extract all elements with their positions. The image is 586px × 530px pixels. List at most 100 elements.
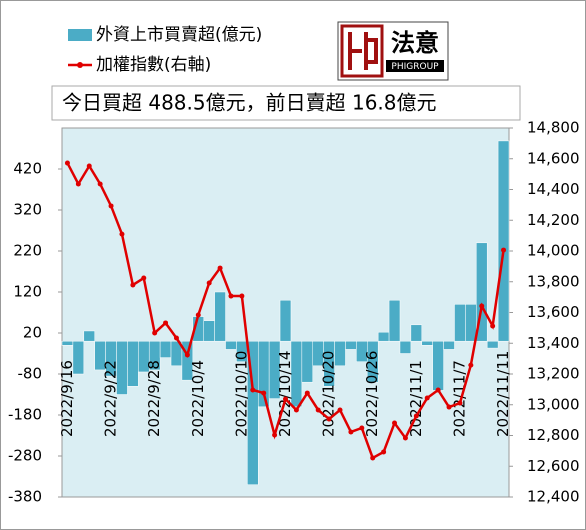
line-marker (479, 303, 485, 309)
line-marker (490, 323, 496, 329)
x-tick-label: 2022/10/26 (363, 351, 381, 437)
y2-tick-label: 13,200 (527, 365, 580, 383)
bar (61, 340, 74, 346)
bar (225, 340, 237, 350)
line-marker (250, 387, 256, 393)
y2-tick-label: 14,000 (527, 242, 580, 260)
bar (476, 242, 488, 342)
line-marker (108, 203, 114, 209)
y-tick-label: 220 (13, 242, 42, 260)
legend-label: 外資上市買賣超(億元) (96, 25, 262, 45)
bar (83, 330, 95, 342)
y2-tick-label: 12,800 (527, 426, 580, 444)
line-marker (359, 425, 365, 431)
bar (497, 140, 510, 342)
y-tick-label: 420 (13, 160, 42, 178)
bar (334, 340, 346, 367)
legend-swatch (68, 29, 92, 41)
line-marker (381, 449, 387, 455)
line-marker (501, 247, 507, 253)
line-marker (152, 330, 158, 336)
bar (159, 340, 172, 358)
bar (345, 340, 357, 350)
legend-marker (77, 62, 83, 68)
line-marker (293, 407, 299, 413)
line-marker (184, 352, 190, 358)
bar (367, 340, 379, 383)
y2-tick-label: 14,800 (527, 119, 580, 137)
line-marker (141, 275, 147, 281)
bar (203, 320, 215, 342)
line-marker (228, 293, 234, 299)
line-marker (348, 429, 354, 435)
legend-label: 加權指數(右軸) (96, 55, 211, 75)
line-marker (392, 420, 398, 426)
bar (279, 299, 292, 342)
y2-tick-label: 12,400 (527, 488, 580, 506)
x-tick-label: 2022/11/1 (407, 360, 425, 437)
line-marker (97, 181, 103, 187)
x-tick-label: 2022/9/16 (58, 360, 76, 437)
y2-tick-label: 13,000 (527, 395, 580, 413)
x-tick-label: 2022/9/28 (145, 360, 163, 437)
bar (399, 340, 412, 354)
y-tick-label: -280 (8, 447, 42, 465)
bar (127, 340, 139, 387)
line-marker (173, 335, 179, 341)
bar (410, 324, 423, 342)
logo-sub-bg (386, 60, 444, 72)
bar (465, 304, 477, 342)
line-marker (283, 396, 288, 402)
y-tick-label: -180 (8, 406, 42, 424)
line-marker (435, 387, 441, 393)
bar (301, 340, 314, 383)
x-tick-label: 2022/11/11 (494, 351, 512, 437)
line-marker (195, 312, 201, 318)
y-tick-label: 120 (13, 283, 42, 301)
line-marker (239, 293, 245, 299)
bar (388, 299, 401, 342)
y2-tick-label: 14,400 (527, 180, 580, 198)
line-marker (457, 400, 463, 406)
bar (486, 340, 499, 349)
annotation: 今日買超 488.5億元，前日賣超 16.8億元 (62, 91, 437, 115)
line-marker (304, 390, 310, 396)
annotation-box (51, 85, 521, 121)
line-marker (424, 395, 430, 401)
bar (377, 331, 390, 342)
line-marker (206, 280, 212, 286)
line-marker (119, 231, 125, 237)
x-tick-label: 2022/10/20 (320, 351, 338, 437)
line-marker (446, 404, 452, 410)
line-marker (468, 362, 474, 368)
bar (443, 340, 455, 350)
x-tick-label: 2022/9/22 (102, 360, 120, 437)
bar (432, 340, 444, 391)
line-marker (315, 407, 321, 413)
logo-text: 法意 (391, 29, 439, 57)
y2-tick-label: 13,800 (527, 272, 580, 290)
bar (268, 340, 281, 399)
x-tick-label: 2022/10/4 (189, 360, 207, 437)
line-marker (64, 160, 70, 166)
y2-tick-label: 13,400 (527, 334, 580, 352)
logo-sub: PHIGROUP (391, 62, 439, 72)
line-marker (337, 407, 343, 413)
bar (181, 340, 194, 381)
y2-tick-label: 12,600 (527, 457, 580, 475)
y-tick-label: 20 (23, 324, 42, 342)
y-tick-label: 320 (13, 201, 42, 219)
bar (72, 340, 85, 375)
bar (214, 291, 226, 342)
y2-tick-label: 14,200 (527, 211, 580, 229)
logo-glyph (348, 32, 378, 70)
line-marker (370, 455, 376, 461)
logo: 法意 PHIGROUP (337, 21, 449, 81)
line-marker (261, 390, 267, 396)
line-marker (272, 432, 278, 438)
line-marker (217, 265, 223, 271)
line-marker (413, 413, 419, 419)
y2-tick-label: 13,600 (527, 303, 580, 321)
y-tick-label: -380 (8, 488, 42, 506)
